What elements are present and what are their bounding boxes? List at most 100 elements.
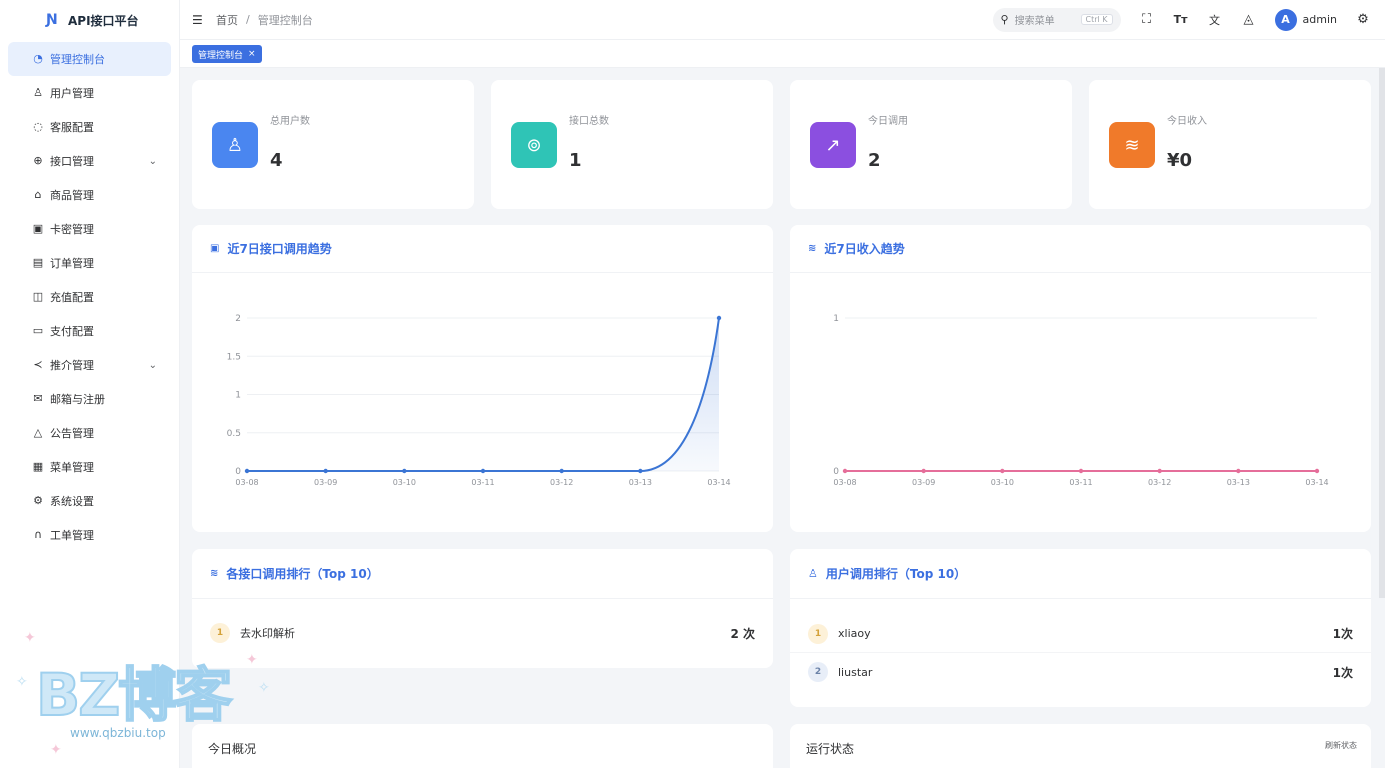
refresh-status-button[interactable]: 刷新状态 xyxy=(1325,740,1357,751)
tags-bar: 管理控制台 × xyxy=(180,40,1385,68)
data-point xyxy=(1314,468,1320,474)
sidebar-item-label: 接口管理 xyxy=(50,155,94,168)
sidebar-item[interactable]: ◫ 充值配置 xyxy=(8,280,171,314)
sidebar-item[interactable]: ▭ 支付配置 xyxy=(8,314,171,348)
breadcrumb-separator: / xyxy=(246,13,250,26)
y-tick-label: 1.5 xyxy=(227,352,241,362)
sidebar-item[interactable]: △ 公告管理 xyxy=(8,416,171,450)
x-tick-label: 03-13 xyxy=(1227,478,1250,487)
sidebar-item[interactable]: ⊕ 接口管理 ⌄ xyxy=(8,144,171,178)
database-icon: ≋ xyxy=(210,568,219,579)
list-item: 2 liustar 1次 xyxy=(790,653,1371,691)
x-tick-label: 03-08 xyxy=(833,478,856,487)
user-icon: ♙ xyxy=(212,122,258,168)
chevron-down-icon[interactable]: ⌄ xyxy=(148,359,157,371)
run-status-card: 运行状态 刷新状态 xyxy=(790,724,1371,768)
stat-value: 2 xyxy=(868,150,881,171)
trend-icon: ↗ xyxy=(810,122,856,168)
sidebar-item-label: 菜单管理 xyxy=(50,461,94,474)
data-point xyxy=(480,468,486,474)
x-tick-label: 03-10 xyxy=(991,478,1014,487)
list-item: 1 xliaoy 1次 xyxy=(790,615,1371,653)
sidebar-item-label: 充值配置 xyxy=(50,291,94,304)
menu-fold-icon[interactable]: ☰ xyxy=(192,12,203,27)
stat-card-today-calls: ↗ 今日调用 2 xyxy=(790,80,1072,209)
rank-badge: 2 xyxy=(808,662,828,682)
sidebar-item-label: 管理控制台 xyxy=(50,53,105,66)
font-size-icon[interactable]: Tт xyxy=(1173,13,1188,26)
close-icon[interactable]: × xyxy=(248,49,256,59)
x-tick-label: 03-08 xyxy=(235,478,258,487)
sidebar-item-label: 工单管理 xyxy=(50,529,94,542)
sidebar: Ɲ API接口平台 ◔ 管理控制台 ♙ 用户管理 ◌ 客服配置 ⊕ 接口管理 ⌄ ⌂ 商品管理 ▣ 卡密… xyxy=(0,0,180,768)
sidebar-item[interactable]: ▦ 菜单管理 xyxy=(8,450,171,484)
run-status-title: 运行状态 xyxy=(806,742,855,756)
x-tick-label: 03-12 xyxy=(550,478,573,487)
sidebar-item[interactable]: ≺ 推介管理 ⌄ xyxy=(8,348,171,382)
calls-trend-chart: 0 0.5 1 1.5 2 03-08 03-09 03-10 03-11 03-12 03-13 0… xyxy=(227,314,731,487)
sidebar-item-label: 商品管理 xyxy=(50,189,94,202)
data-point xyxy=(842,468,848,474)
data-point xyxy=(1000,468,1005,474)
today-overview-card: 今日概况 xyxy=(192,724,773,768)
data-point xyxy=(402,468,407,474)
sidebar-item-label: 客服配置 xyxy=(50,121,94,134)
sidebar-item-label: 推介管理 xyxy=(50,359,94,372)
sidebar-item-label: 用户管理 xyxy=(50,87,94,100)
stat-label: 今日收入 xyxy=(1167,116,1207,127)
rank-badge: 1 xyxy=(808,623,828,644)
search-input[interactable]: ⚲ 搜索菜单 Ctrl K xyxy=(992,7,1121,32)
x-tick-label: 03-10 xyxy=(393,478,416,487)
sidebar-item[interactable]: ▣ 卡密管理 xyxy=(8,212,171,246)
headset-icon: ∩ xyxy=(33,528,43,541)
x-tick-label: 03-13 xyxy=(629,478,652,487)
chart-icon: ▣ xyxy=(210,243,220,254)
breadcrumb: 首页 / 管理控制台 xyxy=(216,12,313,28)
sidebar-item[interactable]: ◔ 管理控制台 xyxy=(8,42,171,76)
sidebar-item[interactable]: ⚙ 系统设置 xyxy=(8,484,171,518)
call-count: 1次 xyxy=(1332,627,1353,641)
bell-icon: △ xyxy=(33,426,43,439)
chart-title: 近7日接口调用趋势 xyxy=(227,242,332,256)
user-name: liustar xyxy=(838,665,873,679)
link-icon: ⊕ xyxy=(33,154,43,167)
user-name: xliaoy xyxy=(838,627,871,640)
scrollbar[interactable] xyxy=(1379,68,1385,598)
chat-icon: ◌ xyxy=(33,120,43,133)
breadcrumb-home[interactable]: 首页 xyxy=(216,13,238,27)
search-shortcut: Ctrl K xyxy=(1080,14,1113,25)
y-tick-label: 1 xyxy=(833,314,839,324)
calls-trend-card: ▣ 近7日接口调用趋势 0 0.5 1 1.5 2 03-08 03-09 03-10 03-1… xyxy=(192,225,773,532)
sidebar-item[interactable]: ∩ 工单管理 xyxy=(8,518,171,552)
sidebar-item-label: 订单管理 xyxy=(50,257,94,270)
brand-title: API接口平台 xyxy=(68,13,139,28)
x-tick-label: 03-09 xyxy=(912,478,935,487)
y-tick-label: 0 xyxy=(833,467,839,477)
share-icon: ≺ xyxy=(33,358,43,371)
translate-icon[interactable]: 文 xyxy=(1209,13,1221,27)
chevron-down-icon[interactable]: ⌄ xyxy=(148,155,157,167)
sidebar-item[interactable]: ◌ 客服配置 xyxy=(8,110,171,144)
sidebar-item[interactable]: ✉ 邮箱与注册 xyxy=(8,382,171,416)
sidebar-item[interactable]: ♙ 用户管理 xyxy=(8,76,171,110)
sidebar-item-label: 卡密管理 xyxy=(50,223,94,236)
y-tick-label: 0.5 xyxy=(227,429,241,439)
y-tick-label: 2 xyxy=(235,314,241,324)
user-icon: ♙ xyxy=(808,567,818,580)
n-logo-icon: Ɲ xyxy=(46,12,58,28)
sidebar-item[interactable]: ⌂ 商品管理 xyxy=(8,178,171,212)
fullscreen-icon[interactable]: ⛶ xyxy=(1141,12,1152,27)
main-content: ♙ 总用户数 4 ⊚ 接口总数 1 ↗ 今日调用 2 ≋ 今日收入 ¥0 ▣ 近… xyxy=(180,68,1385,768)
brand[interactable]: Ɲ API接口平台 xyxy=(0,0,179,40)
data-point xyxy=(1157,468,1162,474)
credit-card-icon: ▭ xyxy=(32,324,44,337)
tab-dashboard[interactable]: 管理控制台 × xyxy=(192,45,262,63)
sidebar-item[interactable]: ▤ 订单管理 xyxy=(8,246,171,280)
settings-gear-icon[interactable]: ⚙ xyxy=(1357,12,1369,27)
gear-icon: ⚙ xyxy=(33,494,43,507)
income-trend-card: ≋ 近7日收入趋势 0 1 03-08 03-09 03-10 03-11 03-12 03-… xyxy=(790,225,1371,532)
bell-icon[interactable]: ◬ xyxy=(1243,12,1254,27)
stat-card-users: ♙ 总用户数 4 xyxy=(192,80,474,209)
user-name: admin xyxy=(1302,13,1337,26)
user-menu[interactable]: A admin xyxy=(1274,8,1337,31)
